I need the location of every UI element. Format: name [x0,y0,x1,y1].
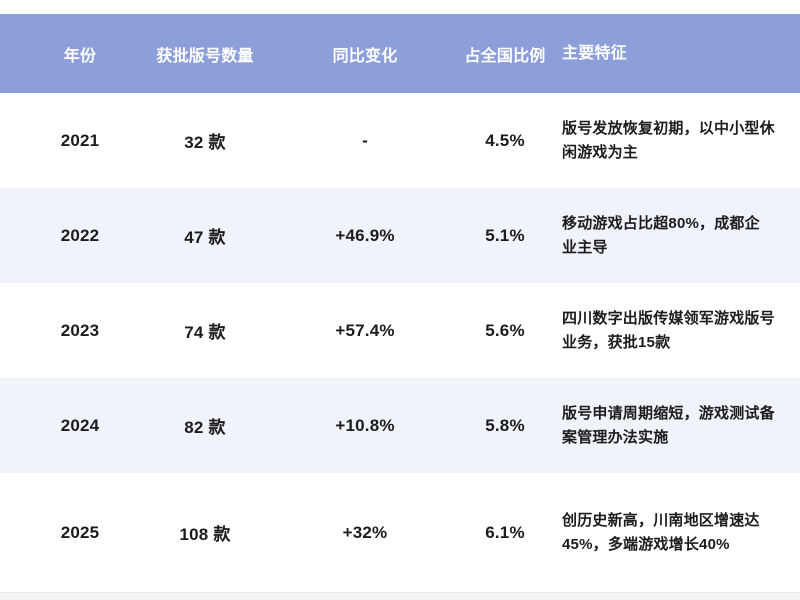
approval-table: 年份 获批版号数量 同比变化 占全国比例 主要特征 2021 32 款 - 4.5% 版… [0,14,800,592]
cell-share: 6.1% [485,522,525,542]
cell-yoy: +46.9% [335,225,395,245]
cell-yoy: +57.4% [335,320,395,340]
cell-yoy: +32% [342,522,388,542]
cell-year: 2022 [60,225,100,245]
cell-year: 2021 [60,130,100,150]
cell-count: 82 款 [184,418,226,437]
table-row: 2021 32 款 - 4.5% 版号发放恢复初期，以中小型休闲游戏为主 [0,93,800,188]
cell-share: 4.5% [485,130,525,150]
cell-count: 47 款 [184,228,226,247]
cell-count: 32 款 [184,133,226,152]
header-year: 年份 [63,47,97,65]
cell-count: 74 款 [184,323,226,342]
cell-share: 5.8% [485,415,525,435]
cell-count: 108 款 [179,525,231,544]
table-body: 2021 32 款 - 4.5% 版号发放恢复初期，以中小型休闲游戏为主 2022 47 款… [0,93,800,592]
cell-features: 版号申请周期缩短，游戏测试备案管理办法实施 [562,405,775,446]
table-row: 2023 74 款 +57.4% 5.6% 四川数字出版传媒领军游戏版号业务，获批15款 [0,283,800,378]
header-share: 占全国比例 [464,47,546,65]
cell-year: 2024 [60,415,100,435]
cell-yoy: +10.8% [335,415,395,435]
cell-share: 5.1% [485,225,525,245]
cell-share: 5.6% [485,320,525,340]
cell-features: 创历史新高，川南地区增速达45%，多端游戏增长40% [562,512,760,553]
cell-features: 移动游戏占比超80%，成都企业主导 [562,215,760,256]
bottom-strip [0,592,800,600]
top-margin [0,0,800,14]
cell-features: 版号发放恢复初期，以中小型休闲游戏为主 [562,120,775,161]
table-header-row: 年份 获批版号数量 同比变化 占全国比例 主要特征 [0,14,800,93]
table-row: 2022 47 款 +46.9% 5.1% 移动游戏占比超80%，成都企业主导 [0,188,800,283]
header-features: 主要特征 [562,44,627,62]
table-row: 2025 108 款 +32% 6.1% 创历史新高，川南地区增速达45%，多端游戏增长… [0,473,800,592]
header-count: 获批版号数量 [156,47,254,65]
table-row: 2024 82 款 +10.8% 5.8% 版号申请周期缩短，游戏测试备案管理办法实施 [0,378,800,473]
cell-year: 2025 [60,522,100,542]
cell-year: 2023 [60,320,100,340]
header-yoy: 同比变化 [332,47,398,65]
cell-features: 四川数字出版传媒领军游戏版号业务，获批15款 [562,310,775,351]
cell-yoy: - [362,130,368,150]
